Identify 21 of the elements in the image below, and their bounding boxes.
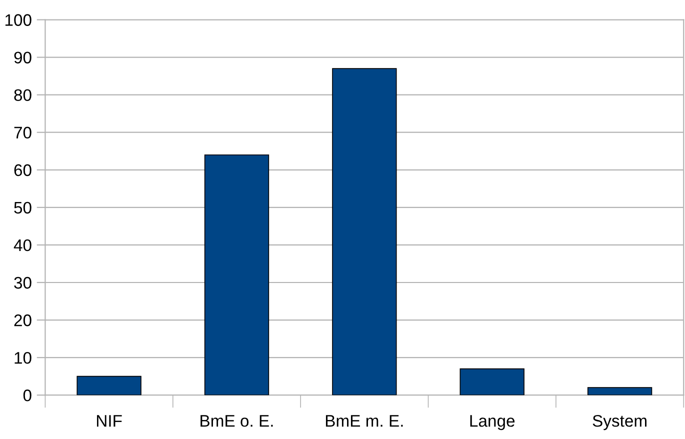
y-tick-label: 40 xyxy=(14,239,32,252)
y-tick-label: 50 xyxy=(14,202,32,214)
y-tick-label: 60 xyxy=(14,164,32,176)
bar xyxy=(460,368,524,396)
x-tick-label: BmE m. E. xyxy=(326,415,403,427)
y-tick-label: 10 xyxy=(14,352,32,364)
bar xyxy=(332,68,397,396)
y-tick-label: 0 xyxy=(23,390,32,402)
y-tick-label: 80 xyxy=(14,89,32,102)
y-tick-label: 100 xyxy=(5,14,32,26)
x-tick-label: NIF xyxy=(96,415,122,427)
x-tick-label: System xyxy=(592,414,646,430)
x-tick-label: Lange xyxy=(470,415,515,430)
y-tick-label: 30 xyxy=(14,276,32,289)
bar xyxy=(204,154,270,396)
y-tick-label: 90 xyxy=(14,52,32,64)
y-tick-label: 20 xyxy=(14,314,32,326)
x-tick-label: BmE o. E. xyxy=(200,415,273,427)
bar xyxy=(587,387,652,396)
y-tick-label: 70 xyxy=(14,126,32,139)
bar xyxy=(76,376,142,396)
